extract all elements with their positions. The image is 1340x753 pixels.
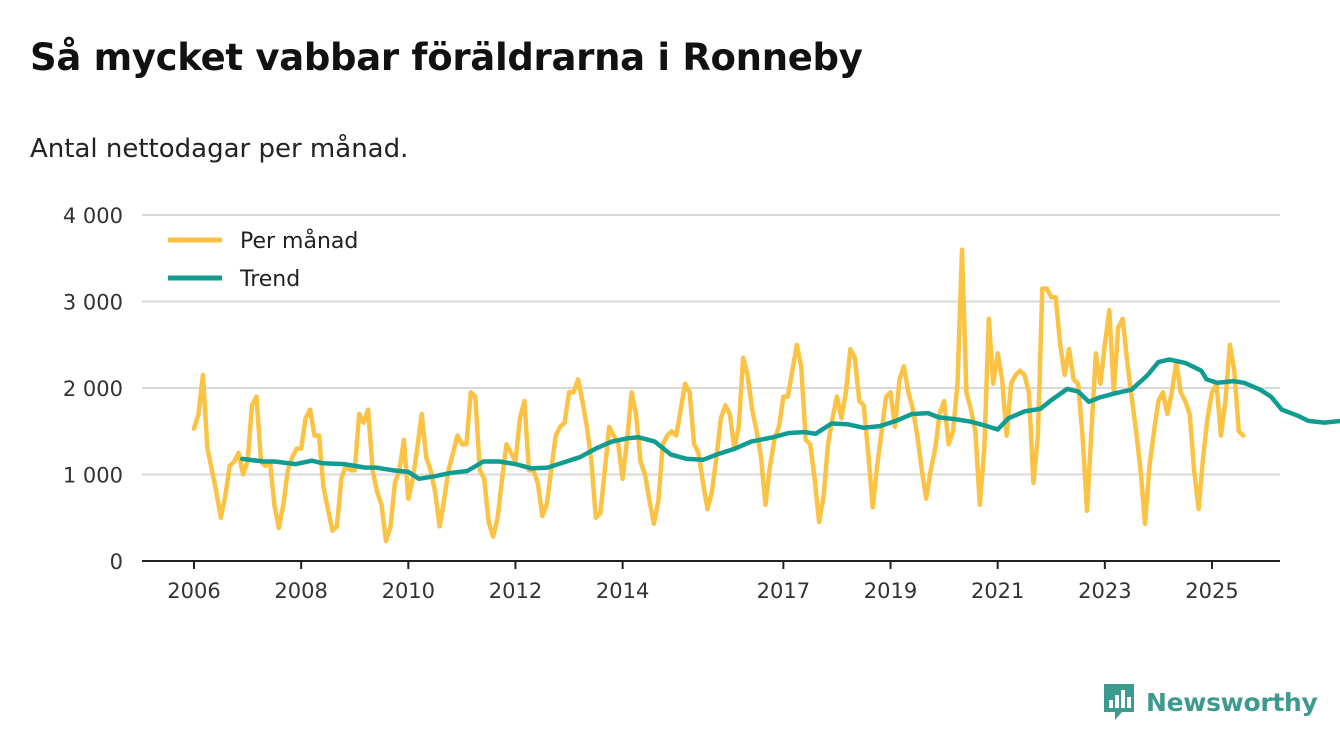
x-tick-label: 2014: [596, 579, 649, 603]
y-axis-labels: 0 1 000 2 000 3 000 4 000: [63, 204, 123, 574]
chart-subtitle: Antal nettodagar per månad.: [30, 134, 409, 164]
series-line-per-manad: [191, 247, 1246, 544]
x-tick-label: 2008: [274, 579, 327, 603]
x-tick-label: 2021: [971, 579, 1024, 603]
brand-name: Newsworthy: [1146, 687, 1318, 717]
y-tick-label: 2 000: [63, 377, 123, 401]
series-line-trend: [239, 357, 1340, 482]
x-tick-label: 2017: [757, 579, 810, 603]
brand-footer: Newsworthy: [1102, 682, 1318, 722]
x-tick-label: 2023: [1078, 579, 1131, 603]
y-tick-label: 3 000: [63, 291, 123, 315]
legend-background: [160, 220, 378, 300]
y-tick-label: 0: [110, 550, 123, 574]
legend-label: Trend: [239, 267, 300, 292]
x-tick-label: 2012: [489, 579, 542, 603]
y-tick-label: 1 000: [63, 464, 123, 488]
chart-series: [191, 247, 1340, 544]
y-tick-label: 4 000: [63, 204, 123, 228]
newsworthy-logo-icon: [1104, 684, 1134, 720]
x-axis: 2006 2008 2010 2012 2014 2017 2019 2021 2023 2025: [142, 560, 1280, 603]
chart-title: Så mycket vabbar föräldrarna i Ronneby: [30, 36, 863, 79]
chart-legend: Per månad Trend: [160, 220, 378, 300]
x-tick-label: 2025: [1185, 579, 1238, 603]
legend-label: Per månad: [240, 228, 358, 254]
x-tick-label: 2019: [864, 579, 917, 603]
x-tick-label: 2010: [382, 579, 435, 603]
x-tick-label: 2006: [167, 579, 220, 603]
